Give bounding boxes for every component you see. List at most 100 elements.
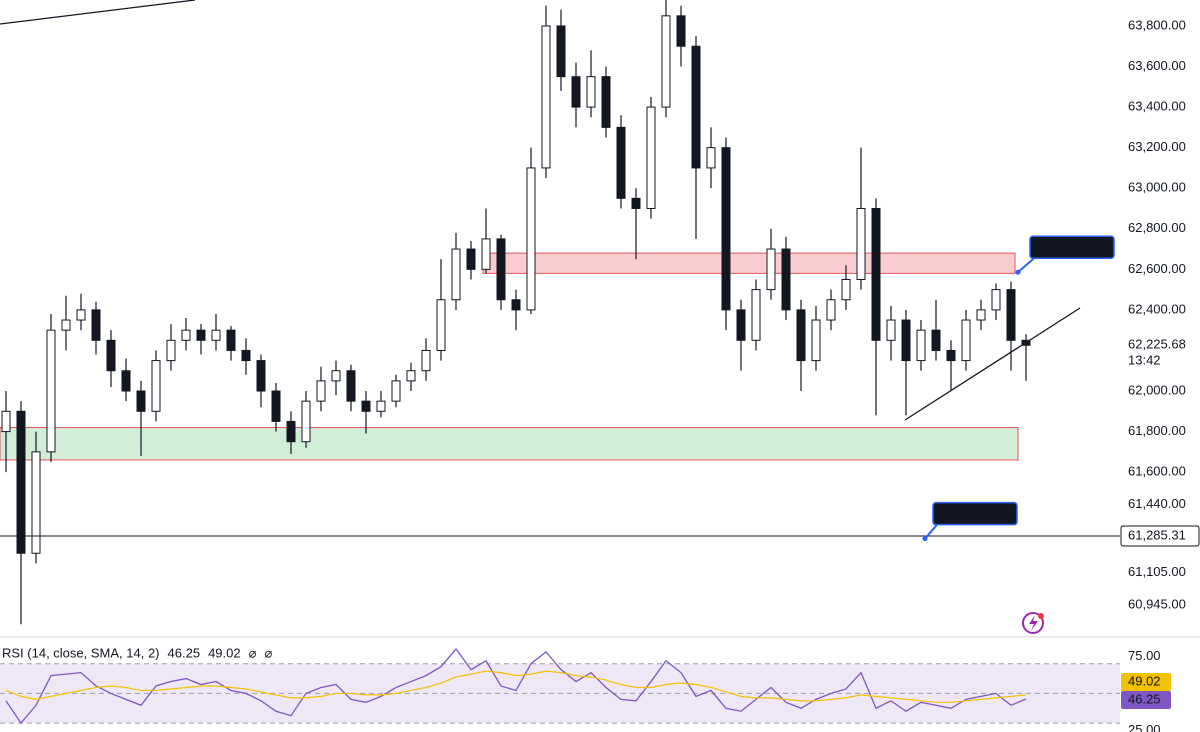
candle-body — [811, 319, 821, 362]
candle-body — [571, 76, 581, 108]
candle-body — [931, 329, 941, 351]
candle-body — [601, 76, 611, 128]
candle-body — [736, 309, 746, 341]
rsi-header: RSI (14, close, SMA, 14, 2) — [2, 645, 160, 660]
candle-body — [856, 207, 866, 280]
candle-body — [1, 410, 11, 433]
candle-body — [976, 309, 986, 321]
y-tick-label: 62,800.00 — [1128, 220, 1186, 235]
candle-body — [586, 76, 596, 108]
alert-bolt — [1029, 615, 1038, 631]
candle-body — [766, 248, 776, 291]
candle-body — [541, 25, 551, 169]
candle-body — [196, 329, 206, 341]
zone — [482, 252, 1016, 274]
candle-body — [361, 400, 371, 412]
rsi-value-box — [1121, 673, 1171, 691]
candle-body — [136, 390, 146, 412]
candle-body — [451, 248, 461, 301]
candle-body — [841, 278, 851, 301]
rsi-value-label: 49.02 — [1128, 673, 1161, 688]
candle-body — [946, 349, 956, 362]
candle-body — [1006, 289, 1016, 341]
candle-body — [751, 289, 761, 341]
candle-body — [271, 390, 281, 422]
y-tick-label: 63,600.00 — [1128, 58, 1186, 73]
candle-body — [886, 319, 896, 341]
rsi-header: 49.02 — [208, 645, 241, 660]
y-tick-label: 63,000.00 — [1128, 180, 1186, 195]
candle-body — [496, 238, 506, 301]
rsi-header: ⌀ — [249, 645, 257, 660]
current-price-box — [1121, 334, 1199, 371]
candle-body — [46, 329, 56, 453]
candle-body — [901, 319, 911, 362]
callout-label: 62,585.64 — [1043, 239, 1102, 254]
callout-label: 61,271.93 — [946, 505, 1004, 520]
y-tick-label: 61,600.00 — [1128, 464, 1186, 479]
y-tick-label: 62,400.00 — [1128, 301, 1186, 316]
countdown-label: 13:42 — [1128, 353, 1161, 368]
candle-body — [151, 360, 161, 412]
candle-body — [181, 329, 191, 341]
y-tick-label: 61,440.00 — [1128, 496, 1186, 511]
candle-body — [436, 299, 446, 351]
candle-body — [661, 15, 671, 108]
candle-body — [91, 309, 101, 341]
candle-body — [826, 299, 836, 321]
alert-circle — [1022, 612, 1044, 634]
rsi-header: ⌀ — [264, 645, 272, 660]
candle-body — [721, 147, 731, 311]
candle-body — [676, 15, 686, 47]
candle-body — [16, 410, 26, 554]
trend-line — [904, 307, 1081, 421]
candle-body — [61, 319, 71, 331]
candle-body — [991, 289, 1001, 311]
zone — [0, 427, 1019, 461]
candle-body — [871, 207, 881, 341]
candle-body — [226, 329, 236, 351]
y-tick-label: 60,945.00 — [1128, 596, 1186, 611]
rsi-line — [5, 670, 1027, 703]
candle-body — [421, 349, 431, 372]
callout-pointer — [1017, 257, 1035, 273]
callout-box — [1029, 235, 1115, 259]
price-line-label: 61,285.31 — [1128, 527, 1186, 542]
candle-body — [31, 451, 41, 554]
callout-box — [932, 501, 1018, 526]
candle-body — [376, 400, 386, 412]
candle-body — [211, 329, 221, 341]
candle-body — [526, 167, 536, 311]
alert-dot — [1038, 613, 1044, 619]
price-line-label-box — [1120, 525, 1200, 547]
candle-body — [106, 339, 116, 372]
y-tick-label: 63,800.00 — [1128, 17, 1186, 32]
alert-icon[interactable] — [1022, 612, 1044, 634]
candle-body — [406, 370, 416, 382]
candle-body — [781, 248, 791, 311]
y-tick-label: 62,600.00 — [1128, 261, 1186, 276]
callout-anchor — [922, 536, 928, 542]
trend-line — [0, 0, 196, 25]
candle-body — [466, 248, 476, 270]
rsi-tick-label: 25.00 — [1128, 722, 1161, 732]
y-tick-label: 61,105.00 — [1128, 564, 1186, 579]
callout-pointer — [924, 524, 938, 540]
candle-body — [121, 370, 131, 392]
candle-body — [166, 339, 176, 362]
candle-body — [706, 147, 716, 169]
candle-body — [301, 400, 311, 443]
rsi-value-label: 46.25 — [1128, 691, 1161, 706]
candle-body — [556, 25, 566, 78]
candle-body — [256, 360, 266, 392]
y-tick-label: 63,400.00 — [1128, 99, 1186, 114]
y-tick-label: 62,000.00 — [1128, 382, 1186, 397]
callout-anchor — [1015, 269, 1021, 275]
candle-body — [796, 309, 806, 362]
rsi-value-box — [1121, 691, 1171, 709]
candle-body — [916, 329, 926, 362]
candle-body — [286, 420, 296, 443]
candle-body — [316, 380, 326, 402]
candle-body — [481, 238, 491, 270]
